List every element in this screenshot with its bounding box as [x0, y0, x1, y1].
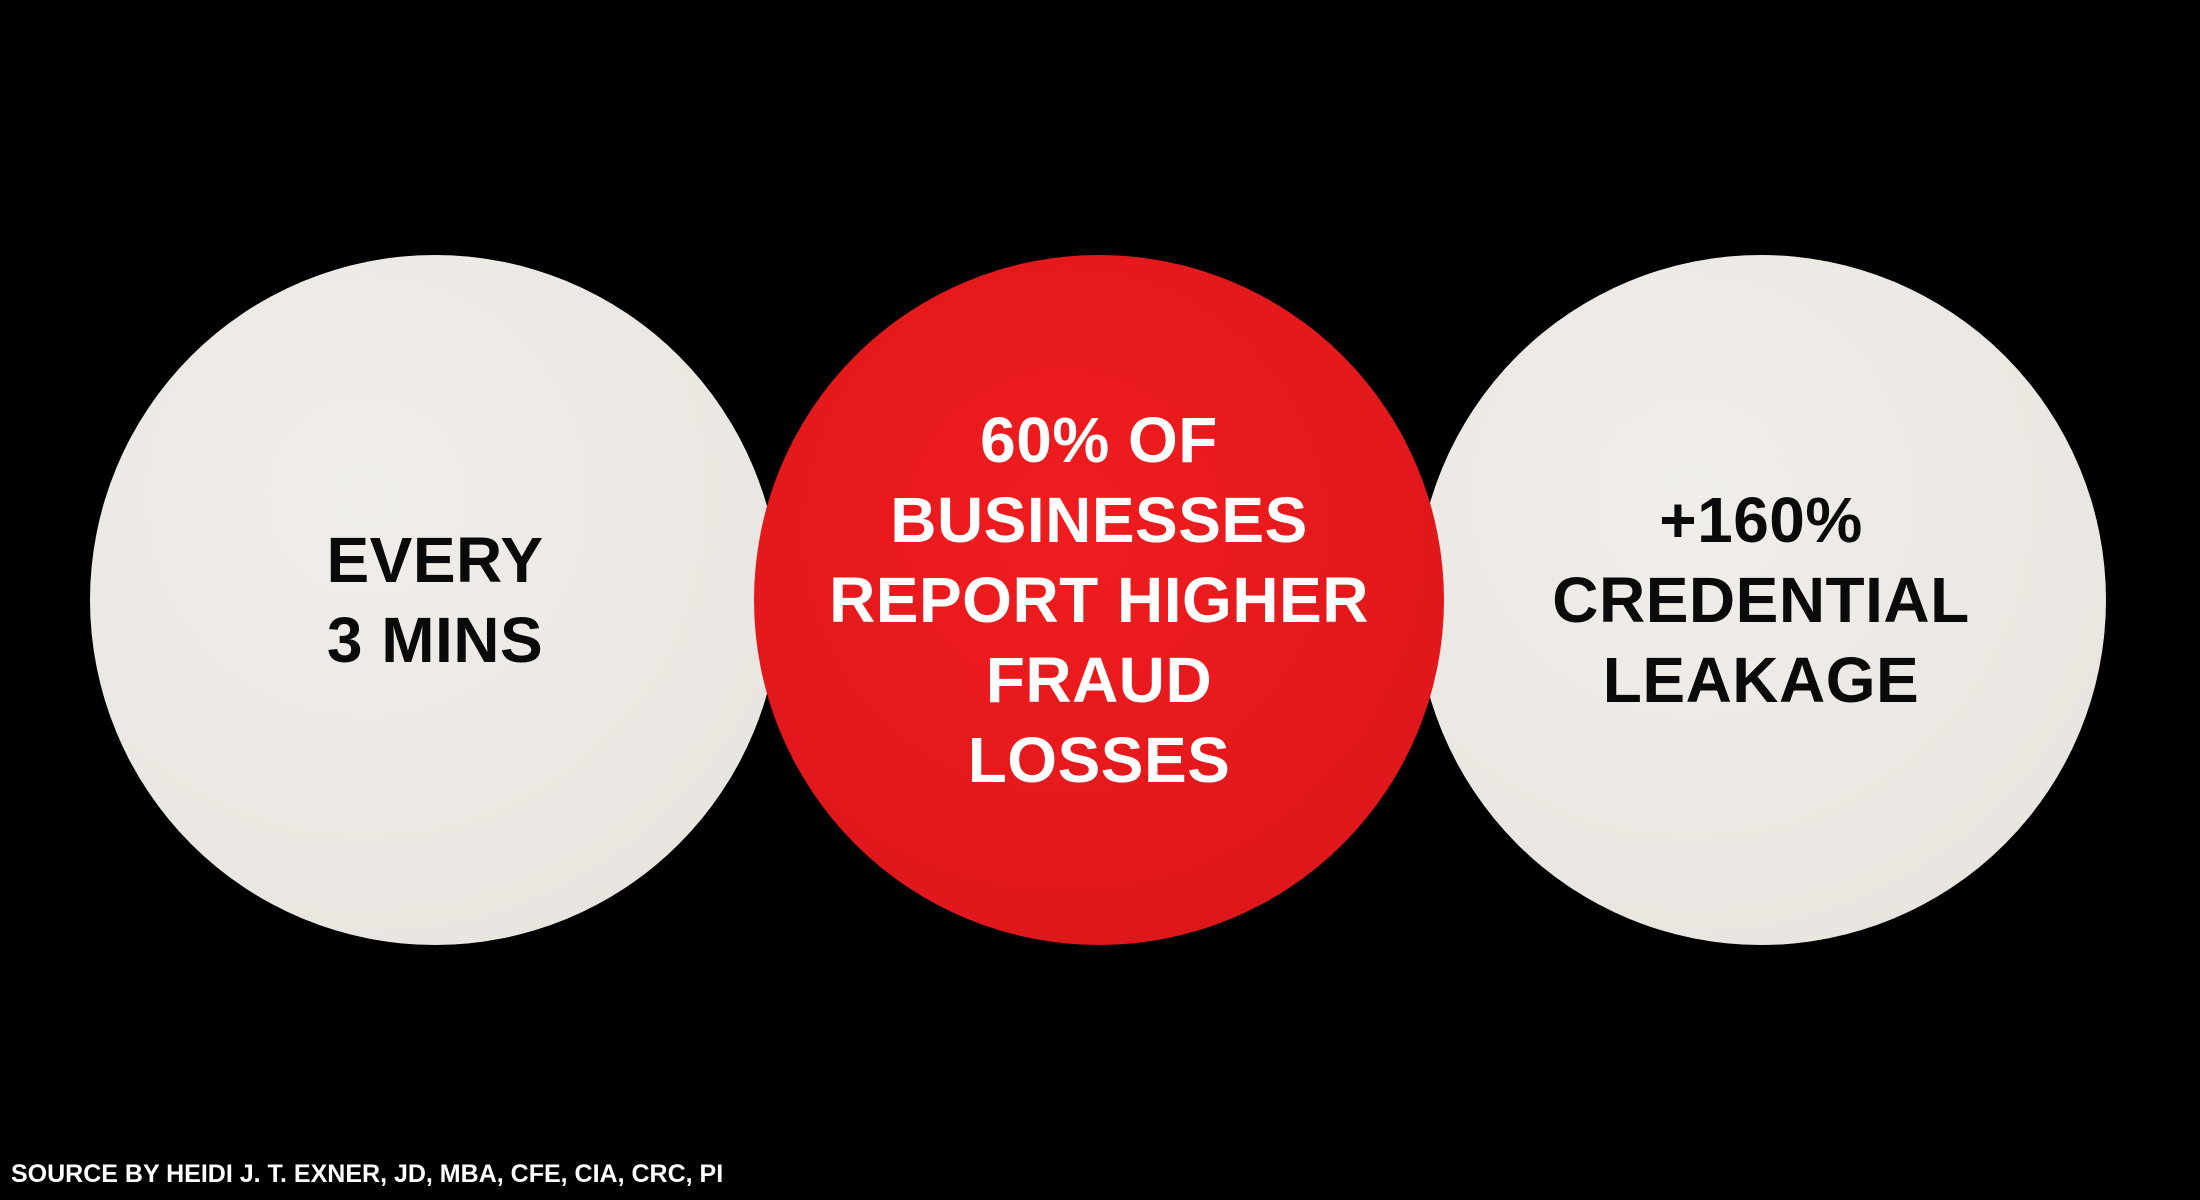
source-credit: SOURCE BY HEIDI J. T. EXNER, JD, MBA, CF…: [11, 1160, 724, 1188]
stat-line: REPORT HIGHER: [829, 564, 1369, 636]
stat-line: LEAKAGE: [1602, 644, 1920, 716]
stat-line: CREDENTIAL: [1552, 564, 1970, 636]
stat-circle-frequency: EVERY 3 MINS: [90, 255, 780, 945]
stat-line: LOSSES: [967, 724, 1231, 796]
stat-line: FRAUD: [985, 644, 1213, 716]
stat-line: 60% OF: [980, 404, 1218, 476]
stat-circle-credential-leakage: +160% CREDENTIAL LEAKAGE: [1416, 255, 2106, 945]
stat-line: BUSINESSES: [890, 484, 1308, 556]
stat-line: +160%: [1659, 484, 1863, 556]
stat-line: EVERY: [326, 524, 544, 596]
stat-line: 3 MINS: [326, 604, 544, 676]
stat-circle-fraud-losses: 60% OF BUSINESSES REPORT HIGHER FRAUD LO…: [754, 255, 1444, 945]
